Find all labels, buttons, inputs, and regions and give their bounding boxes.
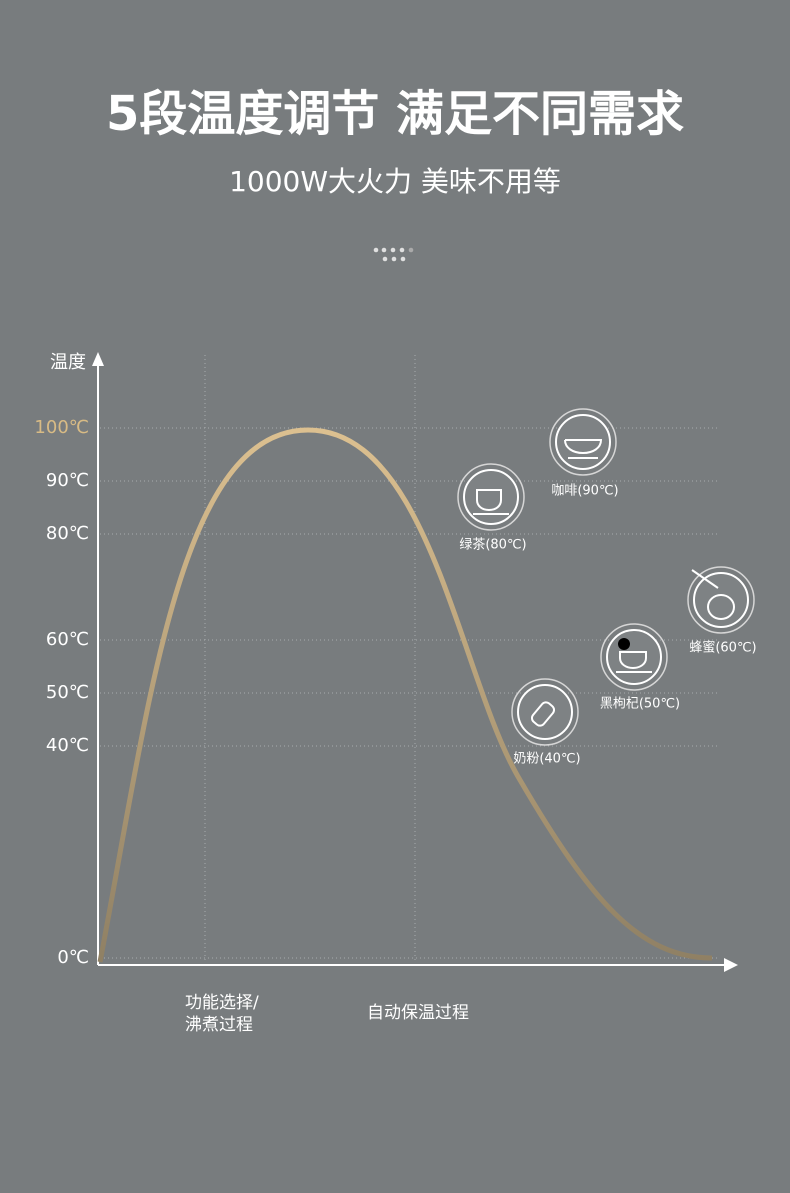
milk-icon (511, 678, 579, 746)
item-label: 黑枸杞(50℃) (600, 697, 680, 712)
curve (97, 427, 713, 963)
phase-label: 沸煮过程 (185, 1015, 253, 1035)
item-label: 奶粉(40℃) (513, 752, 580, 767)
phase-label: 自动保温过程 (367, 1003, 469, 1023)
dots (373, 247, 414, 262)
y-label: 温度 (50, 352, 86, 373)
title: 5段温度调节 满足不同需求 (106, 86, 684, 142)
y-tick-label: 90℃ (46, 470, 89, 491)
y-arrow (92, 352, 104, 366)
tea-icon (457, 463, 525, 531)
y-tick-label: 40℃ (46, 735, 89, 756)
item-label: 绿茶(80℃) (459, 537, 526, 553)
subtitle: 1000W大火力 美味不用等 (229, 165, 561, 198)
wolfberry-icon (600, 623, 668, 691)
y-tick-label: 100℃ (34, 417, 89, 438)
item-label: 咖啡(90℃) (551, 484, 618, 499)
y-tick-label: 50℃ (46, 682, 89, 703)
item-label: 蜂蜜(60℃) (689, 641, 756, 656)
honey-icon (687, 566, 755, 634)
y-tick-label: 0℃ (57, 947, 89, 968)
coffee-icon (549, 408, 617, 476)
x-arrow (724, 958, 738, 972)
v-grid (204, 355, 416, 962)
phase-label: 功能选择/ (185, 993, 259, 1013)
y-tick-label: 60℃ (46, 629, 89, 650)
y-tick-label: 80℃ (46, 523, 89, 544)
